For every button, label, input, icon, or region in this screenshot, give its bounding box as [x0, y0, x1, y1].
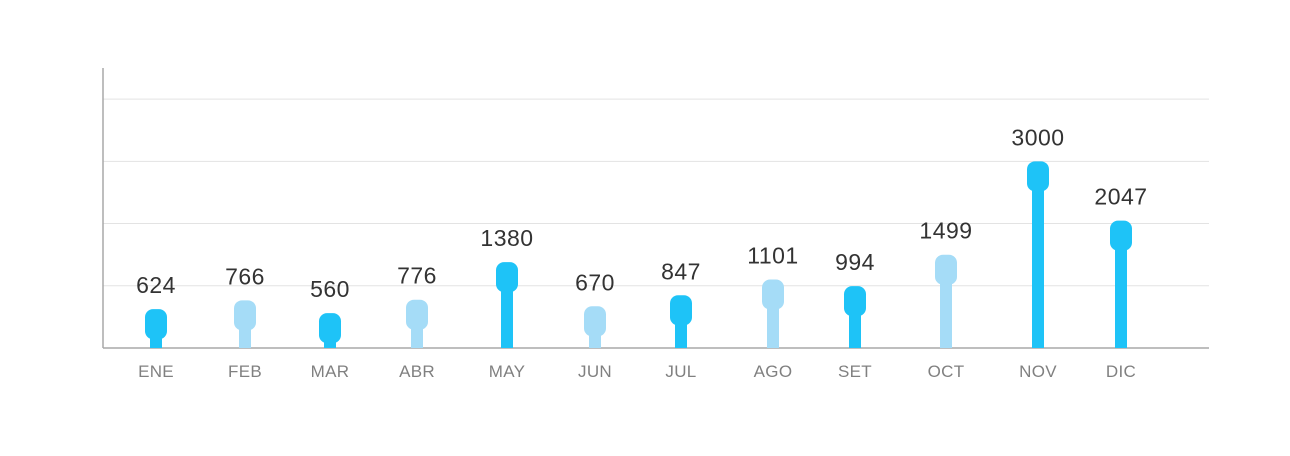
- x-tick-label: FEB: [228, 362, 262, 381]
- x-tick-label: ENE: [138, 362, 174, 381]
- bar-dic: [1110, 220, 1132, 348]
- x-tick-label: NOV: [1019, 362, 1057, 381]
- bar-nov: [1027, 161, 1049, 348]
- x-tick-label: MAY: [489, 362, 525, 381]
- bar-cap: [1027, 161, 1049, 192]
- value-label: 670: [575, 269, 615, 295]
- bar-cap: [844, 286, 866, 317]
- bar-stem: [1032, 165, 1044, 348]
- value-label: 766: [225, 263, 265, 289]
- value-label: 776: [397, 263, 437, 289]
- axes: [102, 68, 1209, 349]
- value-label: 560: [310, 276, 350, 302]
- bar-cap: [935, 254, 957, 285]
- x-tick-label: ABR: [399, 362, 435, 381]
- x-tick-label: MAR: [311, 362, 350, 381]
- bar-feb: [234, 300, 256, 348]
- x-tick-label: OCT: [928, 362, 965, 381]
- value-label: 1101: [747, 242, 798, 268]
- bar-jul: [670, 295, 692, 348]
- bars: [145, 161, 1132, 348]
- x-tick-label: AGO: [754, 362, 793, 381]
- bar-stem: [1115, 224, 1127, 348]
- value-label: 624: [136, 272, 176, 298]
- bar-set: [844, 286, 866, 348]
- bar-cap: [319, 313, 341, 344]
- value-labels: 624 766 560 776 1380 670 847 1101 994 1499 3000 204…: [136, 124, 1147, 302]
- bar-cap: [145, 309, 167, 340]
- value-label: 3000: [1011, 124, 1064, 150]
- value-label: 847: [661, 258, 701, 284]
- bar-may: [496, 262, 518, 348]
- bar-cap: [670, 295, 692, 326]
- bar-cap: [406, 299, 428, 330]
- bar-abr: [406, 299, 428, 348]
- bar-ene: [145, 309, 167, 348]
- value-label: 1499: [919, 218, 972, 244]
- bar-cap: [234, 300, 256, 331]
- bar-mar: [319, 313, 341, 348]
- x-tick-labels: ENE FEB MAR ABR MAY JUN JUL AGO SET OCT NOV DIC: [138, 362, 1136, 381]
- gridlines: [103, 98, 1209, 287]
- value-label: 1380: [480, 225, 533, 251]
- x-tick-label: SET: [838, 362, 872, 381]
- x-tick-label: DIC: [1106, 362, 1136, 381]
- bar-ago: [762, 279, 784, 348]
- bar-cap: [584, 306, 606, 337]
- bar-oct: [935, 254, 957, 348]
- x-tick-label: JUL: [665, 362, 696, 381]
- value-label: 994: [835, 249, 875, 275]
- value-label: 2047: [1094, 184, 1147, 210]
- bar-cap: [496, 262, 518, 293]
- bar-cap: [762, 279, 784, 310]
- bar-jun: [584, 306, 606, 348]
- x-tick-label: JUN: [578, 362, 612, 381]
- bar-cap: [1110, 220, 1132, 251]
